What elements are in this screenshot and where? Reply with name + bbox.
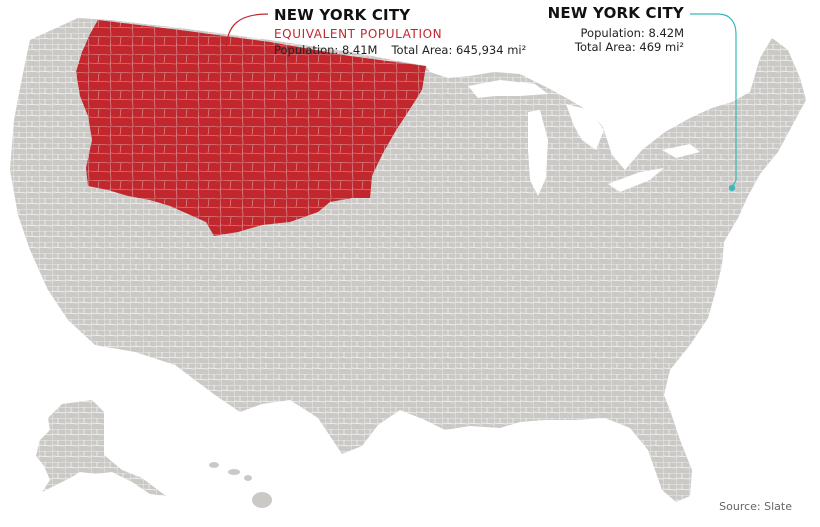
nyc-location-marker xyxy=(728,184,736,192)
population-stat: Population: 8.41M xyxy=(274,43,378,57)
callout-stats: Population: 8.41M Total Area: 645,934 mi² xyxy=(274,43,526,57)
nyc-callout: NEW YORK CITY Population: 8.42M Total Ar… xyxy=(548,4,684,54)
callout-title: NEW YORK CITY xyxy=(274,6,411,24)
callout-title: NEW YORK CITY xyxy=(547,4,684,22)
area-stat: Total Area: 469 mi² xyxy=(574,40,684,54)
lake-ontario xyxy=(662,144,700,158)
source-credit: Source: Slate xyxy=(719,500,792,513)
lake-huron xyxy=(566,104,604,150)
lake-erie xyxy=(608,168,664,192)
callout-subtitle: EQUIVALENT POPULATION xyxy=(274,27,443,41)
hawaii-islands xyxy=(209,462,272,508)
lake-superior xyxy=(468,80,548,98)
right-leader-line xyxy=(690,13,737,189)
left-leader-line xyxy=(225,13,269,53)
population-stat: Population: 8.42M xyxy=(580,26,684,40)
equivalent-population-callout: NEW YORK CITY EQUIVALENT POPULATION Popu… xyxy=(274,6,526,57)
lake-michigan xyxy=(528,110,548,196)
area-stat: Total Area: 645,934 mi² xyxy=(391,43,527,57)
